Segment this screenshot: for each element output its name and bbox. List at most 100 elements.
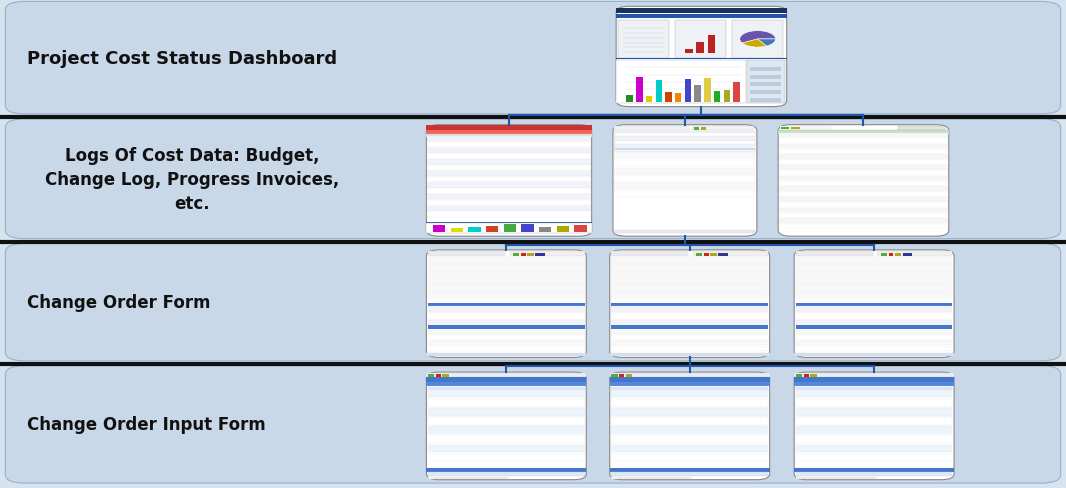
Bar bbox=[611, 325, 768, 329]
FancyBboxPatch shape bbox=[5, 120, 1061, 239]
Bar bbox=[611, 454, 768, 462]
Bar bbox=[426, 353, 586, 357]
Bar bbox=[521, 224, 534, 232]
Bar bbox=[795, 387, 952, 392]
Bar bbox=[779, 155, 948, 160]
Bar bbox=[427, 160, 591, 165]
Bar bbox=[426, 223, 592, 224]
FancyBboxPatch shape bbox=[5, 366, 1061, 483]
Bar bbox=[710, 253, 716, 256]
FancyBboxPatch shape bbox=[426, 125, 592, 237]
Bar bbox=[795, 286, 952, 291]
Bar bbox=[615, 145, 755, 148]
Text: Project Cost Status Dashboard: Project Cost Status Dashboard bbox=[27, 50, 337, 67]
Bar bbox=[626, 374, 632, 377]
Bar bbox=[795, 336, 952, 340]
Bar bbox=[779, 192, 948, 197]
Bar bbox=[708, 36, 715, 54]
Bar bbox=[795, 330, 952, 335]
Bar bbox=[429, 258, 584, 263]
Bar bbox=[429, 330, 584, 335]
Bar bbox=[427, 189, 591, 194]
Bar bbox=[794, 353, 954, 357]
Bar bbox=[611, 445, 768, 452]
Bar bbox=[429, 408, 584, 416]
Bar bbox=[451, 229, 463, 232]
Bar bbox=[610, 383, 770, 386]
Bar bbox=[429, 399, 584, 407]
Bar bbox=[898, 126, 946, 131]
Wedge shape bbox=[742, 40, 766, 48]
Bar bbox=[429, 252, 505, 257]
FancyBboxPatch shape bbox=[426, 250, 586, 358]
Bar bbox=[795, 279, 952, 284]
Bar bbox=[614, 132, 756, 153]
Bar bbox=[610, 373, 770, 377]
Bar bbox=[429, 325, 584, 329]
Bar bbox=[732, 21, 784, 59]
Bar bbox=[611, 347, 768, 351]
Bar bbox=[685, 50, 693, 54]
Bar bbox=[795, 408, 952, 416]
Bar bbox=[795, 427, 952, 434]
Bar bbox=[611, 472, 768, 476]
Bar bbox=[750, 83, 780, 87]
Bar bbox=[429, 427, 584, 434]
Wedge shape bbox=[758, 40, 776, 47]
Bar bbox=[779, 139, 948, 143]
Bar bbox=[611, 314, 768, 320]
Bar bbox=[750, 99, 780, 102]
Bar bbox=[510, 252, 584, 257]
Bar bbox=[615, 134, 755, 137]
Bar bbox=[780, 128, 789, 130]
Bar bbox=[665, 93, 672, 102]
Bar bbox=[704, 253, 709, 256]
Bar bbox=[779, 214, 948, 218]
Bar bbox=[427, 212, 591, 217]
Bar bbox=[795, 325, 952, 329]
Bar bbox=[611, 293, 768, 298]
Bar bbox=[694, 128, 699, 131]
Bar bbox=[779, 219, 948, 224]
Bar bbox=[429, 265, 584, 270]
Bar bbox=[795, 321, 952, 326]
Bar bbox=[627, 95, 633, 102]
Bar bbox=[611, 341, 768, 346]
Bar bbox=[611, 336, 768, 340]
Bar bbox=[747, 61, 785, 104]
Bar bbox=[427, 206, 591, 211]
Bar bbox=[794, 383, 954, 386]
Bar bbox=[615, 142, 755, 144]
Bar bbox=[429, 347, 584, 351]
Bar bbox=[794, 378, 954, 382]
Bar bbox=[429, 387, 584, 392]
Bar bbox=[779, 198, 948, 203]
Bar bbox=[427, 177, 591, 183]
Bar bbox=[535, 253, 545, 256]
Bar bbox=[646, 97, 652, 102]
Bar bbox=[429, 390, 584, 398]
Bar bbox=[895, 253, 902, 256]
Bar bbox=[692, 127, 754, 131]
Bar bbox=[426, 373, 586, 377]
Bar bbox=[429, 279, 584, 284]
FancyBboxPatch shape bbox=[613, 125, 757, 237]
Bar bbox=[616, 59, 787, 60]
Bar bbox=[779, 149, 948, 154]
Bar bbox=[694, 86, 701, 102]
Bar bbox=[427, 183, 591, 188]
FancyBboxPatch shape bbox=[426, 372, 586, 480]
Bar bbox=[616, 61, 746, 104]
Bar bbox=[611, 427, 768, 434]
Bar bbox=[675, 94, 681, 102]
Bar bbox=[779, 171, 948, 176]
Bar bbox=[616, 9, 787, 14]
Bar bbox=[614, 153, 756, 159]
Bar bbox=[614, 176, 756, 182]
Bar bbox=[795, 472, 952, 476]
Bar bbox=[429, 272, 584, 277]
Bar bbox=[779, 176, 948, 181]
Text: Logs Of Cost Data: Budget,
Change Log, Progress Invoices,
etc.: Logs Of Cost Data: Budget, Change Log, P… bbox=[45, 147, 339, 212]
Bar bbox=[779, 187, 948, 192]
Bar bbox=[426, 126, 592, 130]
